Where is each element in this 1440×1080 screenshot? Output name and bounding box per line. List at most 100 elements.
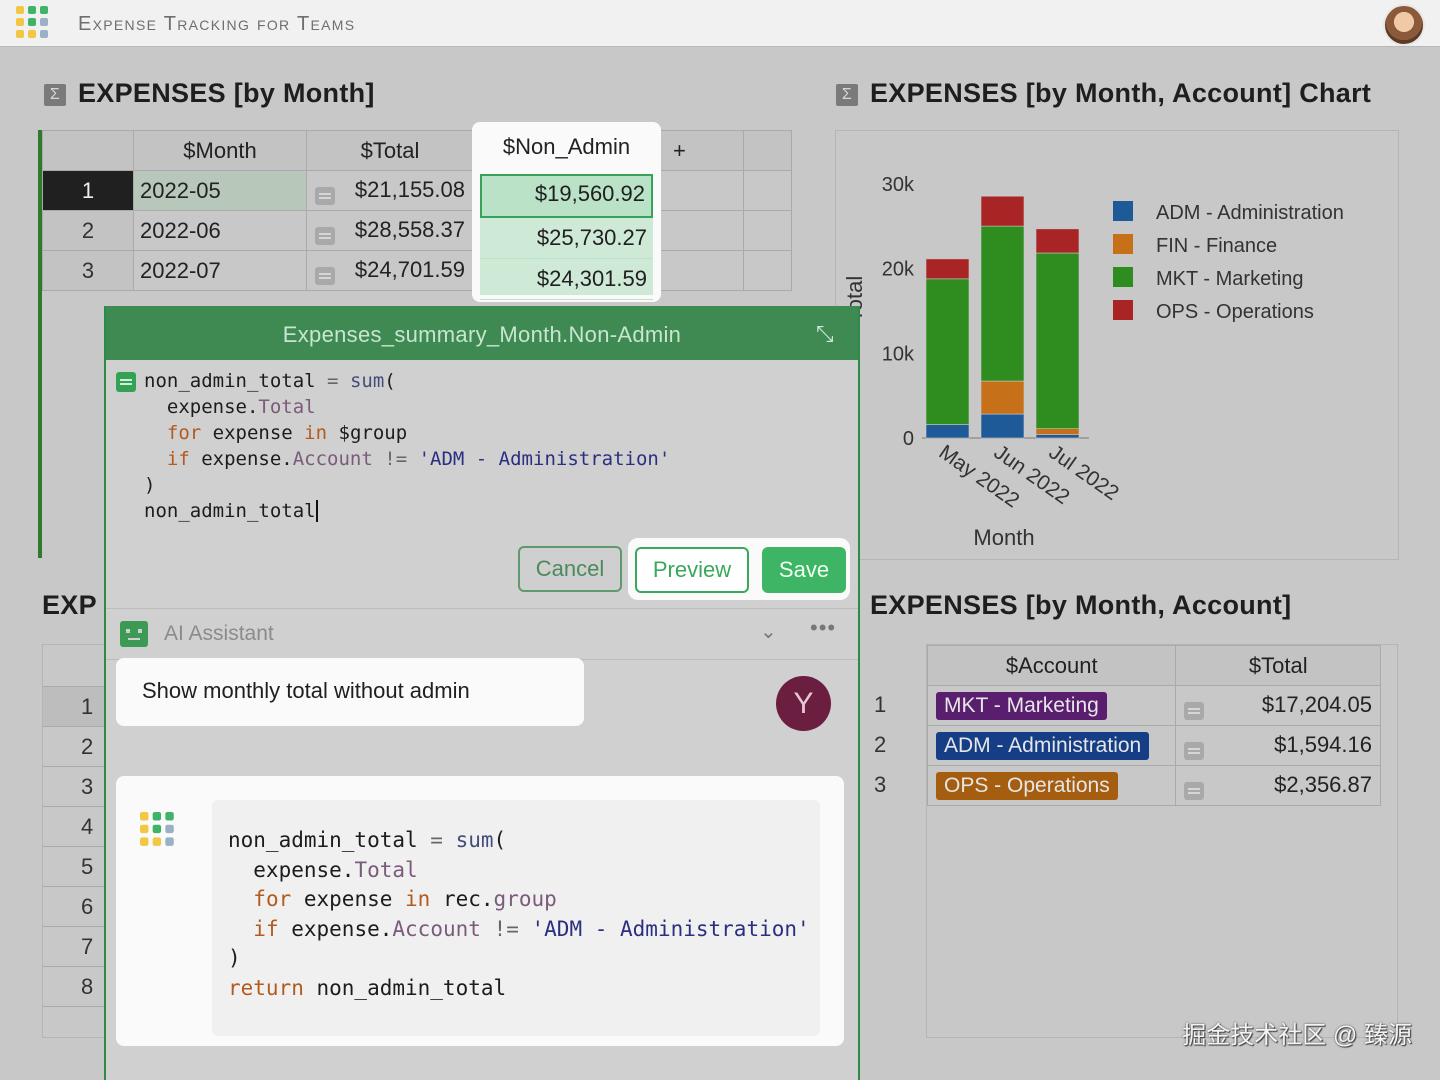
table-row[interactable]: 1 2022-05 $21,155.08 (42, 170, 792, 211)
ai-response: non_admin_total = sum( expense.Total for… (116, 776, 844, 1046)
row-number[interactable]: 2 (42, 210, 134, 251)
month-cell[interactable]: 2022-07 (133, 250, 307, 291)
corner-cell[interactable] (42, 130, 134, 171)
column-header-non-admin-label[interactable]: $Non_Admin (502, 134, 631, 159)
table-grid: $Account $Total MKT - Marketing $17,204.… (926, 645, 1381, 806)
bar-segment (1035, 434, 1080, 439)
bar-segment (925, 424, 970, 439)
total-cell[interactable]: $28,558.37 (306, 210, 474, 251)
ai-assistant-header[interactable]: AI Assistant ⌄ ••• (106, 608, 858, 660)
row-number[interactable]: 3 (874, 772, 887, 797)
header-row: $Month $Total + (42, 130, 792, 171)
total-cell[interactable]: $21,155.08 (306, 170, 474, 211)
total-value: $24,701.59 (354, 256, 465, 282)
corner-cell (43, 645, 113, 687)
account-cell[interactable]: MKT - Marketing (926, 685, 1177, 726)
watermark: 掘金技术社区 @ 臻源 (1182, 1022, 1412, 1049)
preview-button[interactable]: Preview (635, 547, 749, 593)
robot-icon (120, 621, 148, 647)
chevron-down-icon[interactable]: ⌄ (760, 621, 777, 643)
empty-cell (648, 210, 744, 251)
non-admin-cell[interactable]: $24,301.59 (480, 259, 653, 300)
cancel-button[interactable]: Cancel (518, 546, 622, 592)
row-number[interactable]: 4 (43, 807, 113, 847)
month-cell[interactable]: 2022-05 (133, 170, 307, 211)
legend-label: OPS - Operations (1156, 301, 1314, 323)
top-bar: Expense Tracking for Teams (0, 0, 1440, 47)
table-row[interactable]: ADM - Administration $1,594.16 (926, 725, 1381, 766)
section-title-text: EXPENSES [by Month] (78, 78, 375, 108)
total-value: $1,594.16 (1274, 731, 1372, 757)
column-header-account[interactable]: $Account (926, 645, 1177, 686)
column-header-total[interactable]: $Total (1175, 645, 1381, 686)
bar-segment (925, 258, 970, 280)
suggested-code-block[interactable]: non_admin_total = sum( expense.Total for… (212, 800, 820, 1036)
row-number[interactable]: 6 (43, 887, 113, 927)
legend-label: MKT - Marketing (1156, 268, 1303, 290)
table-grid: $Month $Total + 1 2022-05 $21,155.08 2 2… (42, 130, 792, 291)
collapse-icon[interactable]: ⤡ (816, 321, 834, 346)
formula-icon (315, 186, 335, 205)
month-cell[interactable]: 2022-06 (133, 210, 307, 251)
total-cell[interactable]: $24,701.59 (306, 250, 474, 291)
row-number[interactable]: 2 (874, 732, 887, 757)
account-pill: OPS - Operations (936, 771, 1118, 800)
add-column-button[interactable]: + (648, 130, 744, 171)
table-row[interactable]: OPS - Operations $2,356.87 (926, 765, 1381, 806)
y-tick-label: 20k (882, 259, 915, 281)
column-header-total[interactable]: $Total (306, 130, 474, 171)
non-admin-cell-selected[interactable]: $19,560.92 (480, 174, 653, 218)
non-admin-column-highlight[interactable]: $Non_Admin $19,560.92 $25,730.27 $24,301… (472, 122, 661, 302)
action-buttons-highlight: Preview Save (628, 538, 850, 600)
table-row[interactable]: MKT - Marketing $17,204.05 (926, 685, 1381, 726)
bar-segment (925, 278, 970, 425)
user-avatar-icon[interactable] (1383, 4, 1425, 46)
table-row[interactable]: 3 2022-07 $24,701.59 (42, 250, 792, 291)
total-cell[interactable]: $2,356.87 (1175, 765, 1381, 806)
app-logo-icon[interactable] (16, 6, 52, 40)
section-title-expenses-by-month: Σ EXPENSES [by Month] (44, 78, 375, 109)
legend-swatch (1113, 234, 1133, 254)
account-cell[interactable]: OPS - Operations (926, 765, 1177, 806)
bar-segment (980, 380, 1025, 415)
row-number[interactable]: 7 (43, 927, 113, 967)
legend-swatch (1113, 201, 1133, 221)
formula-icon (116, 372, 136, 392)
empty-cell (743, 210, 792, 251)
formula-icon (1184, 741, 1205, 760)
total-value: $21,155.08 (354, 176, 465, 202)
account-cell[interactable]: ADM - Administration (926, 725, 1177, 766)
save-button[interactable]: Save (762, 547, 846, 593)
user-message: Show monthly total without admin (116, 658, 584, 726)
total-cell[interactable]: $1,594.16 (1175, 725, 1381, 766)
header-row: $Account $Total (926, 645, 1381, 686)
row-number[interactable]: 1 (43, 687, 113, 727)
formula-code-input[interactable]: non_admin_total = sum( expense.Total for… (144, 370, 671, 522)
row-number[interactable]: 8 (43, 967, 113, 1007)
non-admin-cell[interactable]: $25,730.27 (480, 218, 653, 259)
row-number[interactable]: 1 (874, 692, 887, 717)
non-admin-cells: $19,560.92 $25,730.27 $24,301.59 (480, 174, 653, 300)
account-pill: ADM - Administration (936, 731, 1150, 760)
row-number[interactable]: 3 (43, 767, 113, 807)
summary-table-icon: Σ (836, 84, 858, 106)
row-number[interactable]: 2 (43, 727, 113, 767)
empty-cell (743, 250, 792, 291)
total-cell[interactable]: $17,204.05 (1175, 685, 1381, 726)
empty-header (743, 130, 792, 171)
bar-segment (980, 225, 1025, 382)
column-header-month[interactable]: $Month (133, 130, 307, 171)
row-number[interactable]: 1 (42, 170, 134, 211)
user-avatar: Y (776, 676, 831, 731)
row-number[interactable]: 5 (43, 847, 113, 887)
formula-icon (1184, 781, 1205, 800)
more-options-icon[interactable]: ••• (810, 615, 837, 640)
section-title-text: EXPENSES [by Month, Account] Chart (870, 78, 1372, 108)
bar-segment (1035, 252, 1080, 429)
row-number[interactable]: 3 (42, 250, 134, 291)
formula-icon (315, 266, 335, 285)
table-row[interactable]: 2 2022-06 $28,558.37 (42, 210, 792, 251)
